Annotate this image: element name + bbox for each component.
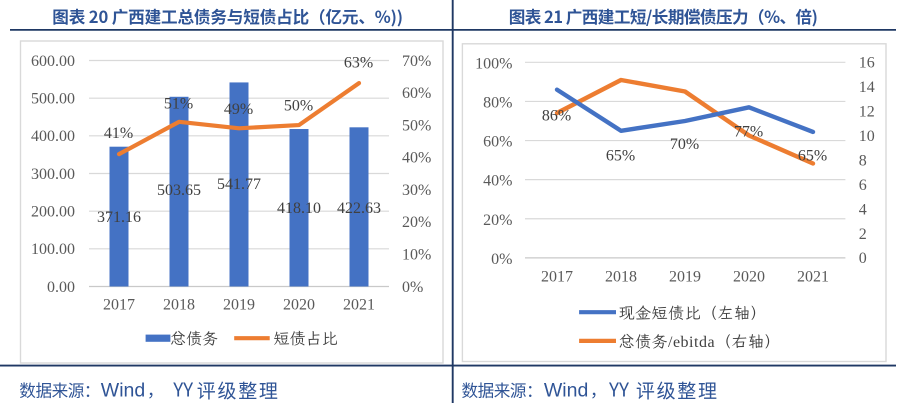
svg-text:14: 14 <box>859 79 875 96</box>
svg-text:70%: 70% <box>670 136 699 153</box>
svg-text:2017: 2017 <box>541 269 573 286</box>
svg-text:541.77: 541.77 <box>217 176 261 193</box>
svg-text:20%: 20% <box>402 214 431 231</box>
svg-text:2018: 2018 <box>605 269 637 286</box>
svg-text:20%: 20% <box>483 212 512 229</box>
svg-text:10%: 10% <box>402 247 431 264</box>
svg-text:4: 4 <box>859 201 867 218</box>
svg-text:51%: 51% <box>164 95 193 112</box>
svg-text:86%: 86% <box>542 108 571 125</box>
svg-text:65%: 65% <box>606 148 635 165</box>
svg-text:2020: 2020 <box>283 297 315 314</box>
svg-text:40%: 40% <box>483 173 512 190</box>
svg-text:77%: 77% <box>734 123 763 140</box>
svg-text:422.63: 422.63 <box>337 200 381 217</box>
svg-text:12: 12 <box>859 104 875 121</box>
svg-text:10: 10 <box>859 128 875 145</box>
svg-text:0: 0 <box>859 250 867 267</box>
svg-text:2018: 2018 <box>163 297 195 314</box>
svg-text:总债务/ebitda（右轴）: 总债务/ebitda（右轴） <box>619 333 782 351</box>
svg-text:600.00: 600.00 <box>31 53 75 70</box>
svg-text:2021: 2021 <box>797 269 829 286</box>
svg-text:500.00: 500.00 <box>31 90 75 107</box>
svg-text:16: 16 <box>859 55 875 72</box>
svg-text:短债占比: 短债占比 <box>274 330 338 348</box>
svg-text:371.16: 371.16 <box>97 209 141 226</box>
svg-text:100%: 100% <box>475 55 512 72</box>
svg-text:300.00: 300.00 <box>31 166 75 183</box>
svg-text:70%: 70% <box>402 53 431 70</box>
svg-text:8: 8 <box>859 152 867 169</box>
svg-text:65%: 65% <box>798 147 827 164</box>
svg-text:2021: 2021 <box>343 297 375 314</box>
svg-text:0%: 0% <box>491 251 512 268</box>
svg-text:50%: 50% <box>402 117 431 134</box>
svg-text:0%: 0% <box>402 279 423 296</box>
svg-text:41%: 41% <box>104 125 133 142</box>
svg-text:6: 6 <box>859 177 867 194</box>
svg-text:0.00: 0.00 <box>47 279 75 296</box>
svg-text:60%: 60% <box>483 134 512 151</box>
svg-text:49%: 49% <box>224 101 253 118</box>
svg-text:现金短债比（左轴）: 现金短债比（左轴） <box>619 305 768 323</box>
svg-text:2020: 2020 <box>733 269 765 286</box>
svg-text:60%: 60% <box>402 85 431 102</box>
svg-text:总债务: 总债务 <box>170 330 218 348</box>
svg-text:图表 21 广西建工短/长期偿债压力（%、倍): 图表 21 广西建工短/长期偿债压力（%、倍) <box>509 4 818 28</box>
svg-text:2019: 2019 <box>223 297 255 314</box>
svg-text:400.00: 400.00 <box>31 128 75 145</box>
svg-text:50%: 50% <box>284 97 313 114</box>
svg-text:30%: 30% <box>402 182 431 199</box>
svg-text:418.10: 418.10 <box>277 200 321 217</box>
svg-text:80%: 80% <box>483 94 512 111</box>
svg-text:40%: 40% <box>402 150 431 167</box>
svg-text:63%: 63% <box>344 55 373 72</box>
svg-text:2019: 2019 <box>669 269 701 286</box>
svg-text:503.65: 503.65 <box>157 182 201 199</box>
svg-text:2: 2 <box>859 226 867 243</box>
svg-text:图表 20 广西建工总债务与短债占比（亿元、%)): 图表 20 广西建工总债务与短债占比（亿元、%)) <box>52 4 403 28</box>
svg-text:100.00: 100.00 <box>31 241 75 258</box>
svg-text:200.00: 200.00 <box>31 203 75 220</box>
svg-text:2017: 2017 <box>103 297 135 314</box>
